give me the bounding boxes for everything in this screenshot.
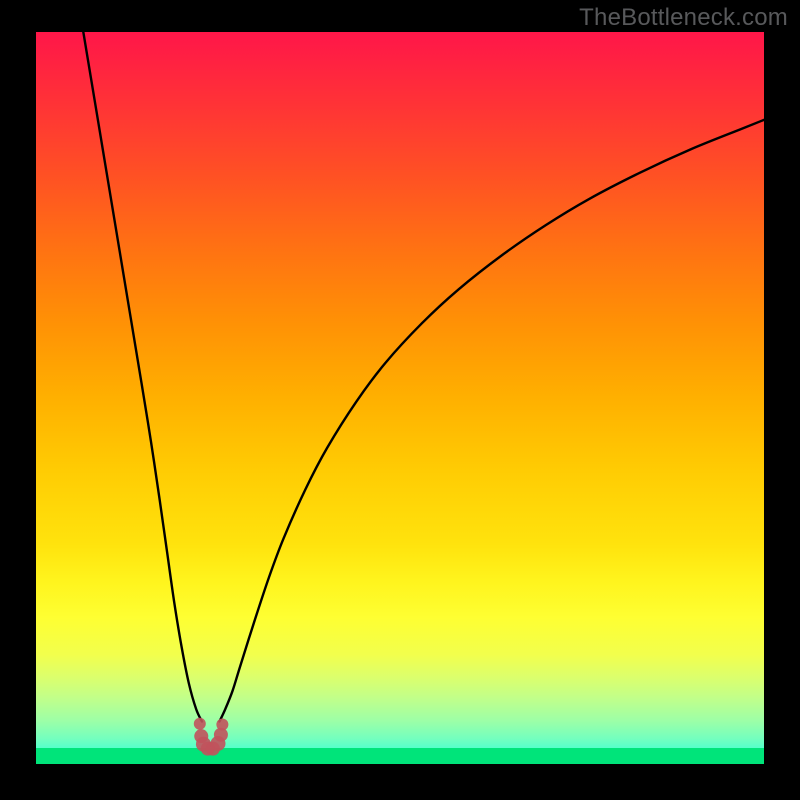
marker-dot [216,718,228,730]
chart-container: TheBottleneck.com [0,0,800,800]
gradient-background [36,32,764,764]
bottom-band [36,748,764,764]
marker-dot [194,718,206,730]
watermark-text: TheBottleneck.com [579,4,788,32]
plot-area [36,32,764,764]
plot-svg [36,32,764,764]
